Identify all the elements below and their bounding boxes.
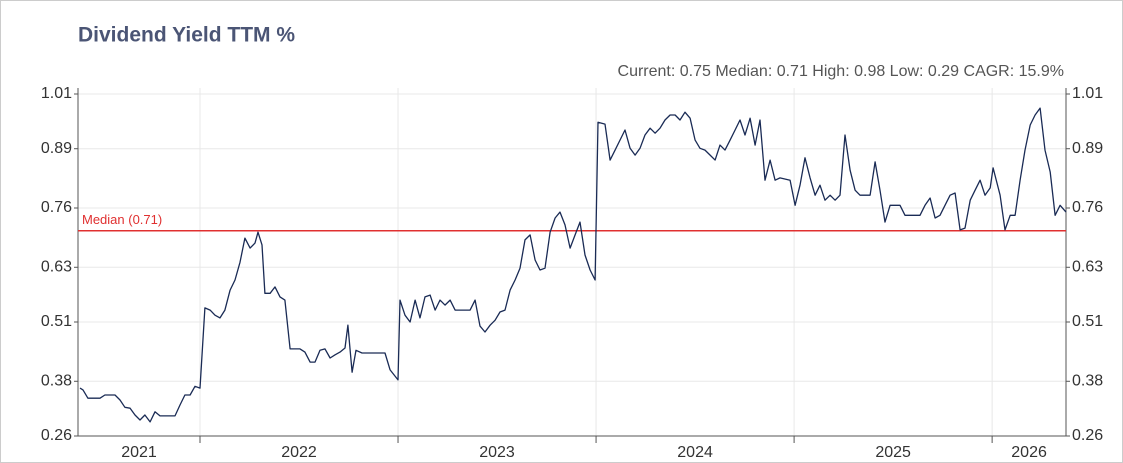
data-line [79,107,1067,423]
x-tick-label: 2022 [281,444,317,461]
y-tick-label: 0.38 [41,372,72,389]
chart-subtitle: Current: 0.75 Median: 0.71 High: 0.98 Lo… [618,63,1064,80]
x-tick-label: 2024 [677,444,713,461]
x-tick-label: 2023 [479,444,515,461]
x-tick-label: 2026 [1011,444,1047,461]
y2-tick-label: 1.01 [1072,85,1103,102]
y-tick-label: 0.63 [41,258,72,275]
y2-tick-label: 0.76 [1072,199,1103,216]
x-tick-label: 2021 [121,444,157,461]
y-tick-label: 1.01 [41,85,72,102]
chart-title: Dividend Yield TTM % [78,24,295,47]
y2-tick-label: 0.63 [1072,258,1103,275]
y-tick-label: 0.76 [41,199,72,216]
y-tick-label: 0.51 [41,313,72,330]
plot-area [78,88,1066,436]
x-tick-label: 2025 [875,444,911,461]
median-label: Median (0.71) [82,212,162,227]
y2-tick-label: 0.89 [1072,140,1103,157]
y2-tick-label: 0.38 [1072,372,1103,389]
y2-tick-label: 0.51 [1072,313,1103,330]
y-tick-label: 0.26 [41,427,72,444]
y2-tick-label: 0.26 [1072,427,1103,444]
y-tick-label: 0.89 [41,140,72,157]
